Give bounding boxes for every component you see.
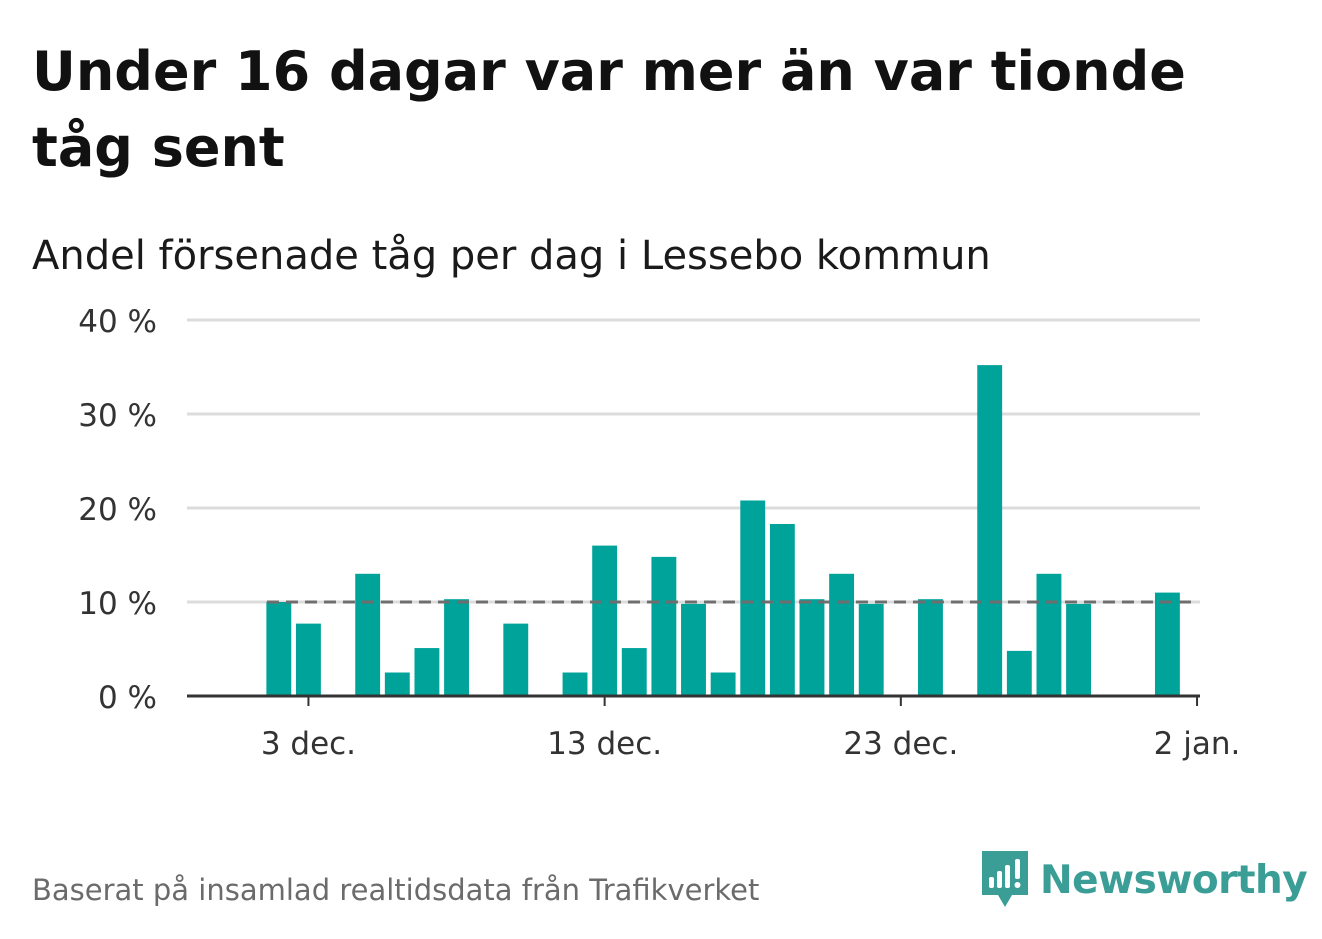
- bar: [681, 603, 706, 696]
- bar: [296, 623, 321, 696]
- bar: [829, 573, 855, 696]
- source-note: Baserat på insamlad realtidsdata från Tr…: [32, 873, 760, 907]
- y-tick-label: 40 %: [78, 304, 157, 340]
- bar: [355, 573, 381, 696]
- bar: [740, 500, 766, 696]
- chart-title: Under 16 dagar var mer än var tionde tåg…: [32, 40, 1186, 179]
- x-tick-label: 3 dec.: [261, 726, 356, 762]
- y-tick-label: 20 %: [78, 492, 157, 528]
- bar: [651, 556, 677, 696]
- x-tick-label: 13 dec.: [547, 726, 662, 762]
- bar: [769, 523, 795, 696]
- y-tick-label: 10 %: [78, 586, 157, 622]
- bar: [621, 648, 647, 696]
- bar: [503, 623, 529, 696]
- bar: [918, 599, 943, 696]
- bar: [384, 672, 410, 696]
- chart-subtitle: Andel försenade tåg per dag i Lessebo ko…: [32, 233, 991, 279]
- y-tick-label: 0 %: [98, 680, 157, 716]
- x-tick-label: 23 dec.: [843, 726, 958, 762]
- y-tick-label: 30 %: [78, 398, 157, 434]
- bar: [710, 672, 736, 696]
- newsworthy-logo-icon: [982, 851, 1028, 907]
- brand-logo: Newsworthy: [980, 848, 1308, 912]
- bar: [1006, 650, 1032, 696]
- x-tick-label: 2 jan.: [1154, 726, 1241, 762]
- bar: [414, 648, 440, 696]
- bar: [1036, 573, 1062, 696]
- bar: [799, 599, 825, 696]
- bar: [266, 602, 292, 696]
- bar: [858, 603, 884, 696]
- bar: [977, 365, 1003, 696]
- bar: [444, 599, 469, 696]
- bar: [1154, 592, 1180, 696]
- bar-chart: 0 % 10 % 20 % 30 % 40 % 3 dec. 13 dec. 23 dec. 2…: [78, 304, 1241, 762]
- brand-name: Newsworthy: [1040, 857, 1308, 903]
- bar: [592, 545, 618, 696]
- bar: [562, 672, 588, 696]
- bar: [1066, 603, 1091, 696]
